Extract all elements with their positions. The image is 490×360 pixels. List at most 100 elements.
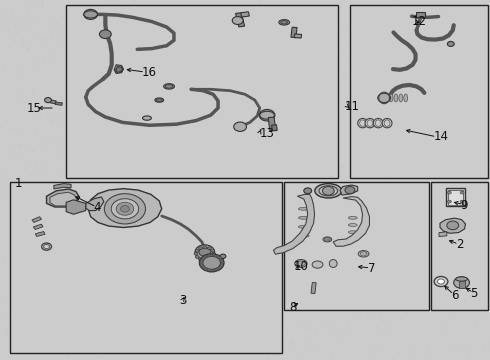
- Circle shape: [205, 269, 208, 271]
- Bar: [431, 182, 488, 310]
- Bar: [10, 182, 282, 353]
- Circle shape: [84, 9, 98, 19]
- Circle shape: [104, 194, 146, 224]
- Circle shape: [199, 262, 202, 264]
- Ellipse shape: [323, 237, 332, 242]
- Ellipse shape: [358, 251, 369, 257]
- Ellipse shape: [164, 84, 174, 89]
- Polygon shape: [54, 184, 71, 189]
- Ellipse shape: [165, 85, 173, 88]
- Text: 15: 15: [27, 102, 42, 114]
- Ellipse shape: [84, 11, 98, 18]
- Text: 6: 6: [451, 289, 458, 302]
- Circle shape: [219, 257, 221, 259]
- Circle shape: [202, 267, 205, 269]
- Bar: [311, 283, 316, 293]
- Ellipse shape: [365, 118, 375, 128]
- Ellipse shape: [324, 238, 330, 241]
- Ellipse shape: [348, 216, 357, 219]
- Circle shape: [116, 202, 134, 215]
- Ellipse shape: [44, 244, 49, 249]
- Circle shape: [203, 256, 220, 269]
- Circle shape: [447, 191, 451, 194]
- Ellipse shape: [348, 231, 357, 234]
- Text: 7: 7: [368, 262, 375, 275]
- Circle shape: [208, 254, 211, 256]
- Circle shape: [99, 30, 111, 39]
- Ellipse shape: [456, 277, 467, 281]
- Ellipse shape: [315, 184, 342, 198]
- Ellipse shape: [296, 261, 305, 266]
- Circle shape: [212, 270, 215, 272]
- Circle shape: [207, 258, 211, 261]
- Ellipse shape: [384, 94, 388, 102]
- Text: 8: 8: [289, 301, 296, 314]
- Ellipse shape: [143, 116, 151, 120]
- Polygon shape: [66, 200, 86, 214]
- Text: 13: 13: [260, 127, 274, 140]
- Bar: [205, 255, 212, 260]
- Bar: [271, 125, 277, 131]
- Polygon shape: [333, 197, 369, 246]
- Bar: [446, 188, 465, 206]
- Circle shape: [220, 259, 223, 261]
- Text: 5: 5: [470, 287, 478, 300]
- Ellipse shape: [399, 94, 403, 102]
- Circle shape: [212, 252, 216, 255]
- Circle shape: [259, 109, 275, 121]
- Polygon shape: [439, 232, 447, 237]
- Bar: [33, 224, 43, 229]
- Ellipse shape: [329, 260, 337, 267]
- Circle shape: [195, 249, 199, 252]
- Circle shape: [454, 277, 469, 288]
- Circle shape: [220, 265, 223, 267]
- Ellipse shape: [358, 118, 368, 128]
- Circle shape: [200, 265, 203, 267]
- Circle shape: [198, 258, 202, 261]
- Circle shape: [202, 257, 205, 259]
- Circle shape: [211, 256, 215, 258]
- Circle shape: [234, 122, 246, 131]
- Circle shape: [447, 200, 451, 203]
- Circle shape: [438, 279, 444, 284]
- Circle shape: [208, 270, 211, 272]
- Ellipse shape: [404, 94, 408, 102]
- Text: 10: 10: [294, 260, 309, 273]
- Circle shape: [121, 206, 129, 212]
- Circle shape: [220, 254, 226, 258]
- Polygon shape: [47, 189, 79, 207]
- Circle shape: [460, 200, 464, 203]
- Text: 2: 2: [456, 238, 463, 251]
- Polygon shape: [340, 185, 358, 195]
- Ellipse shape: [281, 21, 288, 24]
- Polygon shape: [88, 189, 162, 228]
- Polygon shape: [86, 197, 104, 211]
- Circle shape: [194, 252, 198, 255]
- Circle shape: [198, 247, 202, 249]
- Bar: [291, 27, 297, 37]
- Circle shape: [322, 186, 334, 195]
- Ellipse shape: [155, 98, 164, 102]
- Bar: [459, 281, 465, 288]
- Circle shape: [211, 249, 215, 252]
- Bar: [294, 34, 301, 38]
- Circle shape: [203, 259, 207, 262]
- Circle shape: [216, 269, 219, 271]
- Circle shape: [447, 221, 459, 230]
- Circle shape: [203, 246, 207, 249]
- Circle shape: [212, 254, 215, 256]
- Circle shape: [460, 191, 464, 194]
- Text: 1: 1: [15, 177, 22, 190]
- Text: 4: 4: [93, 201, 100, 213]
- Text: 11: 11: [344, 100, 360, 113]
- Circle shape: [434, 276, 448, 287]
- Text: 16: 16: [142, 66, 157, 78]
- Circle shape: [45, 98, 51, 103]
- Ellipse shape: [360, 252, 367, 256]
- Text: 14: 14: [434, 130, 449, 143]
- Ellipse shape: [382, 118, 392, 128]
- Bar: [47, 99, 56, 104]
- Circle shape: [205, 255, 208, 257]
- Circle shape: [232, 17, 243, 24]
- Circle shape: [199, 254, 224, 272]
